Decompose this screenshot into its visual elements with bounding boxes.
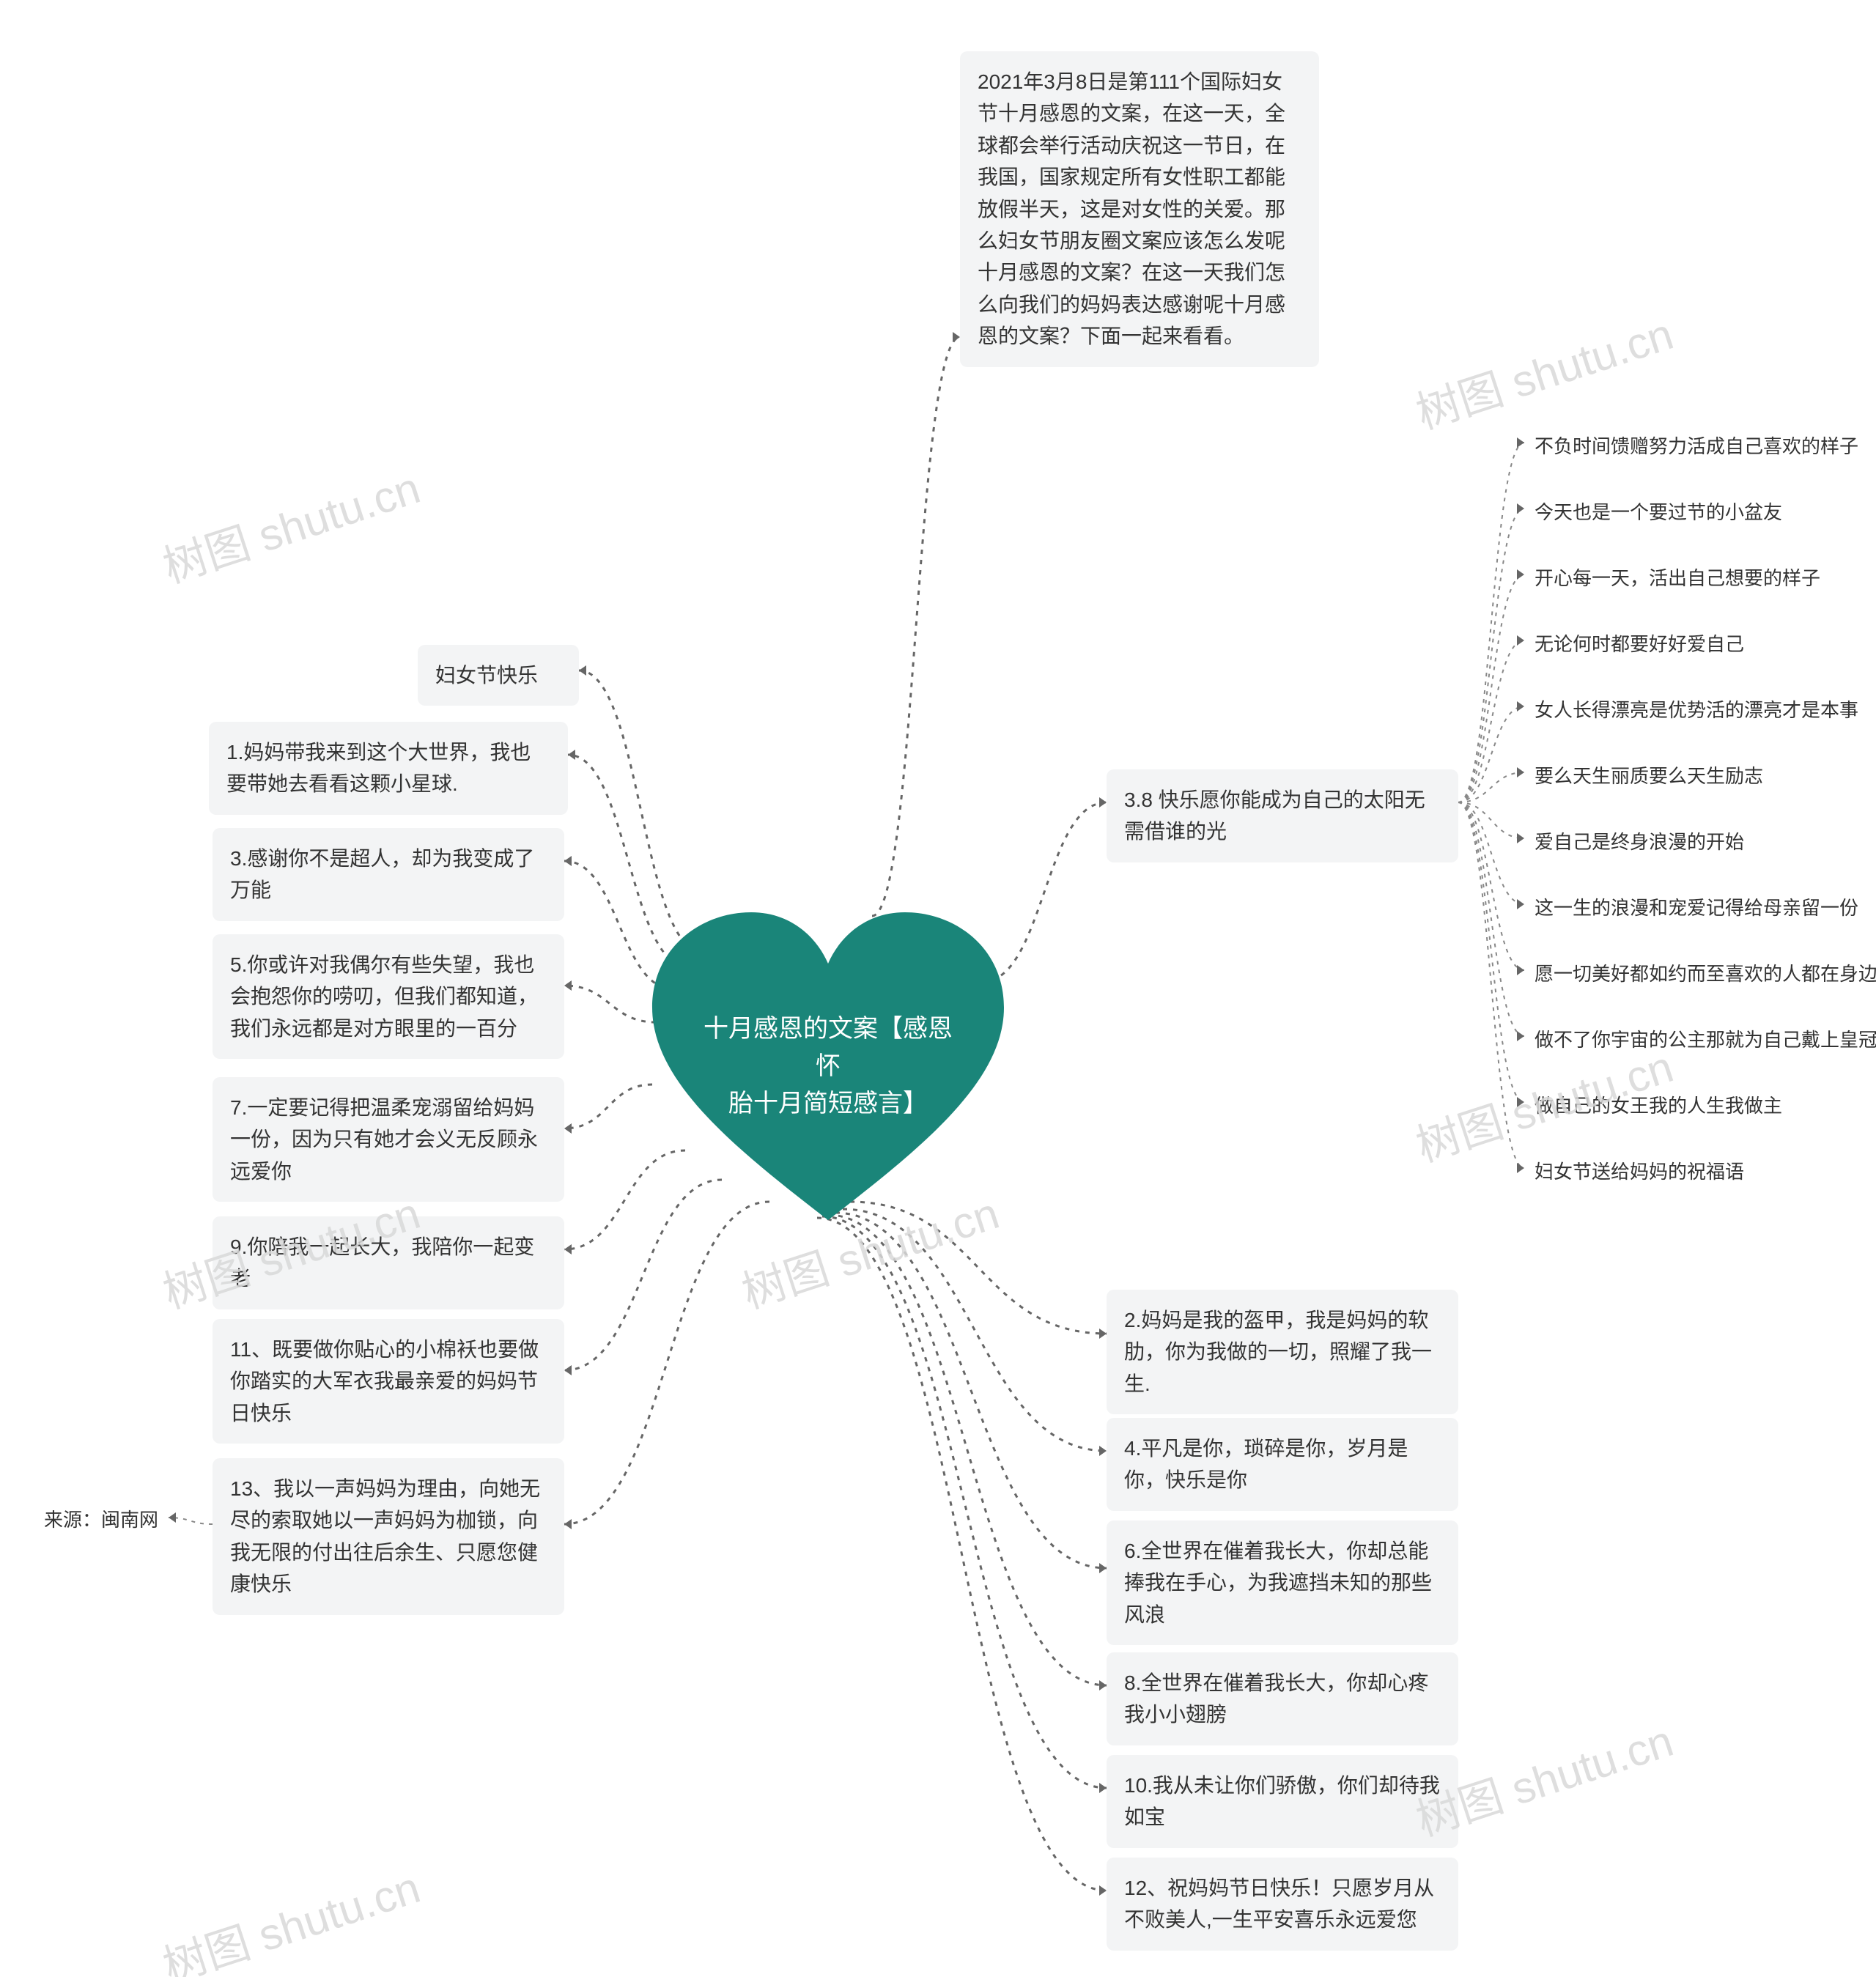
node-n_l0: 妇女节快乐	[418, 645, 579, 706]
node-text: 1.妈妈带我来到这个大世界，我也要带她去看看这颗小星球.	[226, 741, 531, 795]
leaf-item: 做自己的女王我的人生我做主	[1535, 1092, 1782, 1120]
node-text: 11、既要做你贴心的小棉袄也要做你踏实的大军衣我最亲爱的妈妈节日快乐	[230, 1338, 539, 1424]
node-text: 10.我从未让你们骄傲，你们却待我如宝	[1124, 1774, 1440, 1828]
node-n_l13: 13、我以一声妈妈为理由，向她无尽的索取她以一声妈妈为枷锁，向我无限的付出往后余…	[213, 1458, 564, 1615]
source-note: 来源：闽南网	[44, 1506, 158, 1534]
node-text: 4.平凡是你，琐碎是你，岁月是你，快乐是你	[1124, 1437, 1408, 1491]
leaf-item: 开心每一天，活出自己想要的样子	[1535, 564, 1820, 593]
node-text: 7.一定要记得把温柔宠溺留给妈妈一份，因为只有她才会义无反顾永远爱你	[230, 1096, 538, 1183]
leaf-item: 今天也是一个要过节的小盆友	[1535, 498, 1782, 527]
node-n_r8: 8.全世界在催着我长大，你却心疼我小小翅膀	[1107, 1652, 1458, 1745]
node-n_l5: 5.你或许对我偶尔有些失望，我也会抱怨你的唠叨，但我们都知道，我们永远都是对方眼…	[213, 934, 564, 1059]
node-n_l7: 7.一定要记得把温柔宠溺留给妈妈一份，因为只有她才会义无反顾永远爱你	[213, 1077, 564, 1202]
node-text: 6.全世界在催着我长大，你却总能捧我在手心，为我遮挡未知的那些风浪	[1124, 1540, 1432, 1626]
watermark: 树图 shutu.cn	[154, 1852, 427, 1977]
node-n_l3: 3.感谢你不是超人，却为我变成了万能	[213, 828, 564, 921]
node-n_r4: 4.平凡是你，琐碎是你，岁月是你，快乐是你	[1107, 1418, 1458, 1511]
node-text: 3.8 快乐愿你能成为自己的太阳无需借谁的光	[1124, 788, 1425, 843]
node-n_r12: 12、祝妈妈节日快乐！只愿岁月从不败美人,一生平安喜乐永远爱您	[1107, 1858, 1458, 1951]
node-n_l1: 1.妈妈带我来到这个大世界，我也要带她去看看这颗小星球.	[209, 722, 568, 815]
node-text: 2021年3月8日是第111个国际妇女节十月感恩的文案，在这一天，全球都会举行活…	[978, 70, 1285, 347]
mindmap-canvas: 十月感恩的文案【感恩怀 胎十月简短感言】 2021年3月8日是第111个国际妇女…	[0, 0, 1876, 1977]
node-text: 13、我以一声妈妈为理由，向她无尽的索取她以一声妈妈为枷锁，向我无限的付出往后余…	[230, 1477, 540, 1595]
leaf-item: 女人长得漂亮是优势活的漂亮才是本事	[1535, 696, 1858, 725]
leaf-item: 做不了你宇宙的公主那就为自己戴上皇冠	[1535, 1026, 1876, 1054]
center-heart: 十月感恩的文案【感恩怀 胎十月简短感言】	[645, 905, 1011, 1235]
node-text: 9.你陪我一起长大，我陪你一起变老	[230, 1235, 534, 1290]
node-n_l9: 9.你陪我一起长大，我陪你一起变老	[213, 1216, 564, 1309]
node-text: 5.你或许对我偶尔有些失望，我也会抱怨你的唠叨，但我们都知道，我们永远都是对方眼…	[230, 953, 538, 1040]
leaf-item: 无论何时都要好好爱自己	[1535, 630, 1744, 659]
node-text: 2.妈妈是我的盔甲，我是妈妈的软肋，你为我做的一切，照耀了我一生.	[1124, 1309, 1432, 1395]
node-n_38: 3.8 快乐愿你能成为自己的太阳无需借谁的光	[1107, 769, 1458, 862]
node-n_r2: 2.妈妈是我的盔甲，我是妈妈的软肋，你为我做的一切，照耀了我一生.	[1107, 1290, 1458, 1414]
node-text: 3.感谢你不是超人，却为我变成了万能	[230, 847, 534, 901]
leaf-item: 不负时间馈赠努力活成自己喜欢的样子	[1535, 432, 1858, 461]
watermark: 树图 shutu.cn	[1407, 299, 1680, 442]
node-n_l11: 11、既要做你贴心的小棉袄也要做你踏实的大军衣我最亲爱的妈妈节日快乐	[213, 1319, 564, 1444]
leaf-item: 这一生的浪漫和宠爱记得给母亲留一份	[1535, 894, 1858, 923]
node-text: 8.全世界在催着我长大，你却心疼我小小翅膀	[1124, 1671, 1428, 1726]
leaf-item: 爱自己是终身浪漫的开始	[1535, 828, 1744, 857]
leaf-item: 要么天生丽质要么天生励志	[1535, 762, 1763, 791]
node-n_r10: 10.我从未让你们骄傲，你们却待我如宝	[1107, 1755, 1458, 1848]
node-text: 12、祝妈妈节日快乐！只愿岁月从不败美人,一生平安喜乐永远爱您	[1124, 1877, 1434, 1931]
center-title: 十月感恩的文案【感恩怀 胎十月简短感言】	[696, 1010, 960, 1123]
leaf-item: 妇女节送给妈妈的祝福语	[1535, 1158, 1744, 1186]
watermark: 树图 shutu.cn	[154, 453, 427, 596]
node-n_intro: 2021年3月8日是第111个国际妇女节十月感恩的文案，在这一天，全球都会举行活…	[960, 51, 1319, 367]
leaf-item: 愿一切美好都如约而至喜欢的人都在身边	[1535, 960, 1876, 988]
node-text: 妇女节快乐	[435, 664, 538, 687]
node-n_r6: 6.全世界在催着我长大，你却总能捧我在手心，为我遮挡未知的那些风浪	[1107, 1520, 1458, 1645]
